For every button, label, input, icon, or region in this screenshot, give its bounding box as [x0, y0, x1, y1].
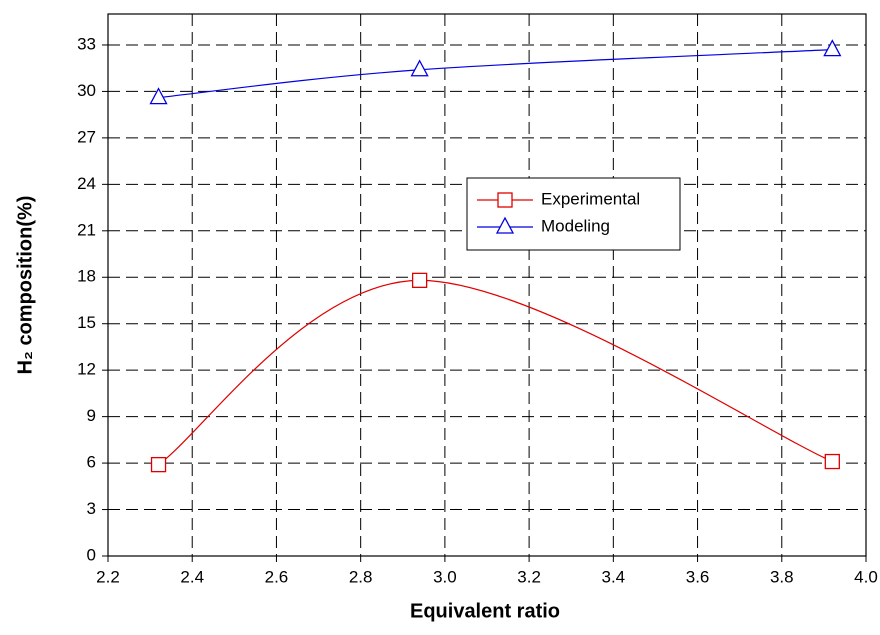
y-tick-label: 9 [87, 406, 96, 425]
series-line [158, 49, 833, 99]
marker [410, 59, 429, 77]
y-tick-label: 27 [77, 127, 96, 146]
legend-box [466, 177, 681, 251]
y-tick-label: 12 [77, 360, 96, 379]
x-tick-label: 3.2 [517, 567, 541, 586]
legend-label: Experimental [541, 189, 640, 208]
legend-marker [497, 192, 513, 208]
y-tick-label: 33 [77, 34, 96, 53]
marker [149, 87, 168, 105]
plot-frame [107, 13, 867, 557]
y-tick-label: 30 [77, 81, 96, 100]
y-tick-label: 6 [87, 453, 96, 472]
y-tick-label: 0 [87, 545, 96, 564]
series-line [158, 279, 833, 466]
x-tick-label: 3.6 [686, 567, 710, 586]
legend-marker [495, 216, 515, 234]
x-tick-label: 2.4 [180, 567, 204, 586]
y-tick-label: 3 [87, 499, 96, 518]
legend-label: Modeling [541, 216, 610, 235]
x-tick-label: 2.8 [349, 567, 373, 586]
y-tick-label: 18 [77, 267, 96, 286]
marker [150, 456, 167, 473]
x-tick-label: 3.8 [770, 567, 794, 586]
x-tick-label: 3.4 [602, 567, 626, 586]
y-tick-label: 15 [77, 313, 96, 332]
x-tick-label: 4.0 [854, 567, 878, 586]
marker [411, 272, 428, 289]
x-tick-label: 2.2 [96, 567, 120, 586]
y-tick-label: 21 [77, 220, 96, 239]
x-tick-label: 3.0 [433, 567, 457, 586]
x-tick-label: 2.6 [265, 567, 289, 586]
y-tick-label: 24 [77, 174, 96, 193]
marker [823, 39, 842, 57]
x-axis-label: Equivalent ratio [410, 600, 560, 622]
y-axis-label: H₂ composition(%) [14, 196, 36, 375]
marker [824, 453, 840, 470]
